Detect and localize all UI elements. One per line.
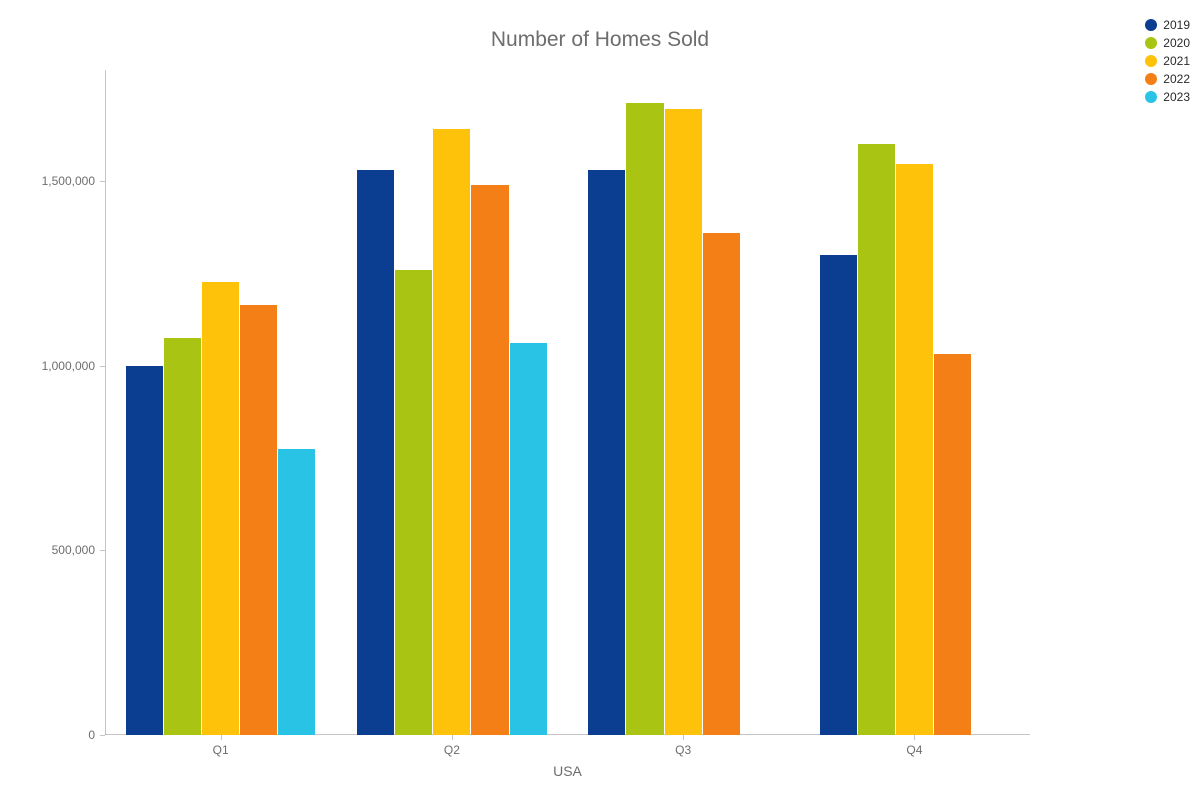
legend-label: 2019 <box>1163 18 1190 32</box>
bar[interactable] <box>357 170 394 735</box>
chart-title: Number of Homes Sold <box>0 28 1200 52</box>
legend-swatch <box>1145 73 1157 85</box>
legend-swatch <box>1145 55 1157 67</box>
y-tick-mark <box>100 366 105 367</box>
bar[interactable] <box>626 103 663 735</box>
bar[interactable] <box>126 366 163 735</box>
y-axis-line <box>105 70 106 735</box>
y-tick-mark <box>100 735 105 736</box>
bar[interactable] <box>896 164 933 735</box>
legend-label: 2020 <box>1163 36 1190 50</box>
legend-swatch <box>1145 91 1157 103</box>
bar[interactable] <box>934 354 971 735</box>
legend-label: 2021 <box>1163 54 1190 68</box>
x-tick-mark <box>914 735 915 740</box>
y-tick-label: 1,500,000 <box>42 174 105 188</box>
x-tick-mark <box>683 735 684 740</box>
bar[interactable] <box>665 109 702 735</box>
bar[interactable] <box>471 185 508 735</box>
legend-label: 2022 <box>1163 72 1190 86</box>
legend-item[interactable]: 2021 <box>1145 54 1190 68</box>
legend-swatch <box>1145 37 1157 49</box>
y-tick-label: 500,000 <box>52 543 105 557</box>
bar[interactable] <box>703 233 740 735</box>
x-tick-mark <box>452 735 453 740</box>
bar[interactable] <box>395 270 432 736</box>
legend-item[interactable]: 2020 <box>1145 36 1190 50</box>
bar[interactable] <box>278 449 315 735</box>
plot-area: USA 0500,0001,000,0001,500,000Q1Q2Q3Q4 <box>105 70 1030 735</box>
bar[interactable] <box>510 343 547 735</box>
bar[interactable] <box>588 170 625 735</box>
chart-container: Number of Homes Sold USA 0500,0001,000,0… <box>0 0 1200 800</box>
legend-item[interactable]: 2022 <box>1145 72 1190 86</box>
legend: 2019 2020 2021 2022 2023 <box>1145 18 1190 108</box>
legend-swatch <box>1145 19 1157 31</box>
bar[interactable] <box>433 129 470 735</box>
bar[interactable] <box>858 144 895 735</box>
legend-item[interactable]: 2019 <box>1145 18 1190 32</box>
bar[interactable] <box>164 338 201 735</box>
legend-item[interactable]: 2023 <box>1145 90 1190 104</box>
x-tick-mark <box>221 735 222 740</box>
y-tick-label: 1,000,000 <box>42 359 105 373</box>
y-tick-mark <box>100 181 105 182</box>
legend-label: 2023 <box>1163 90 1190 104</box>
bar[interactable] <box>202 282 239 735</box>
bar[interactable] <box>240 305 277 735</box>
y-tick-mark <box>100 550 105 551</box>
bar[interactable] <box>820 255 857 735</box>
